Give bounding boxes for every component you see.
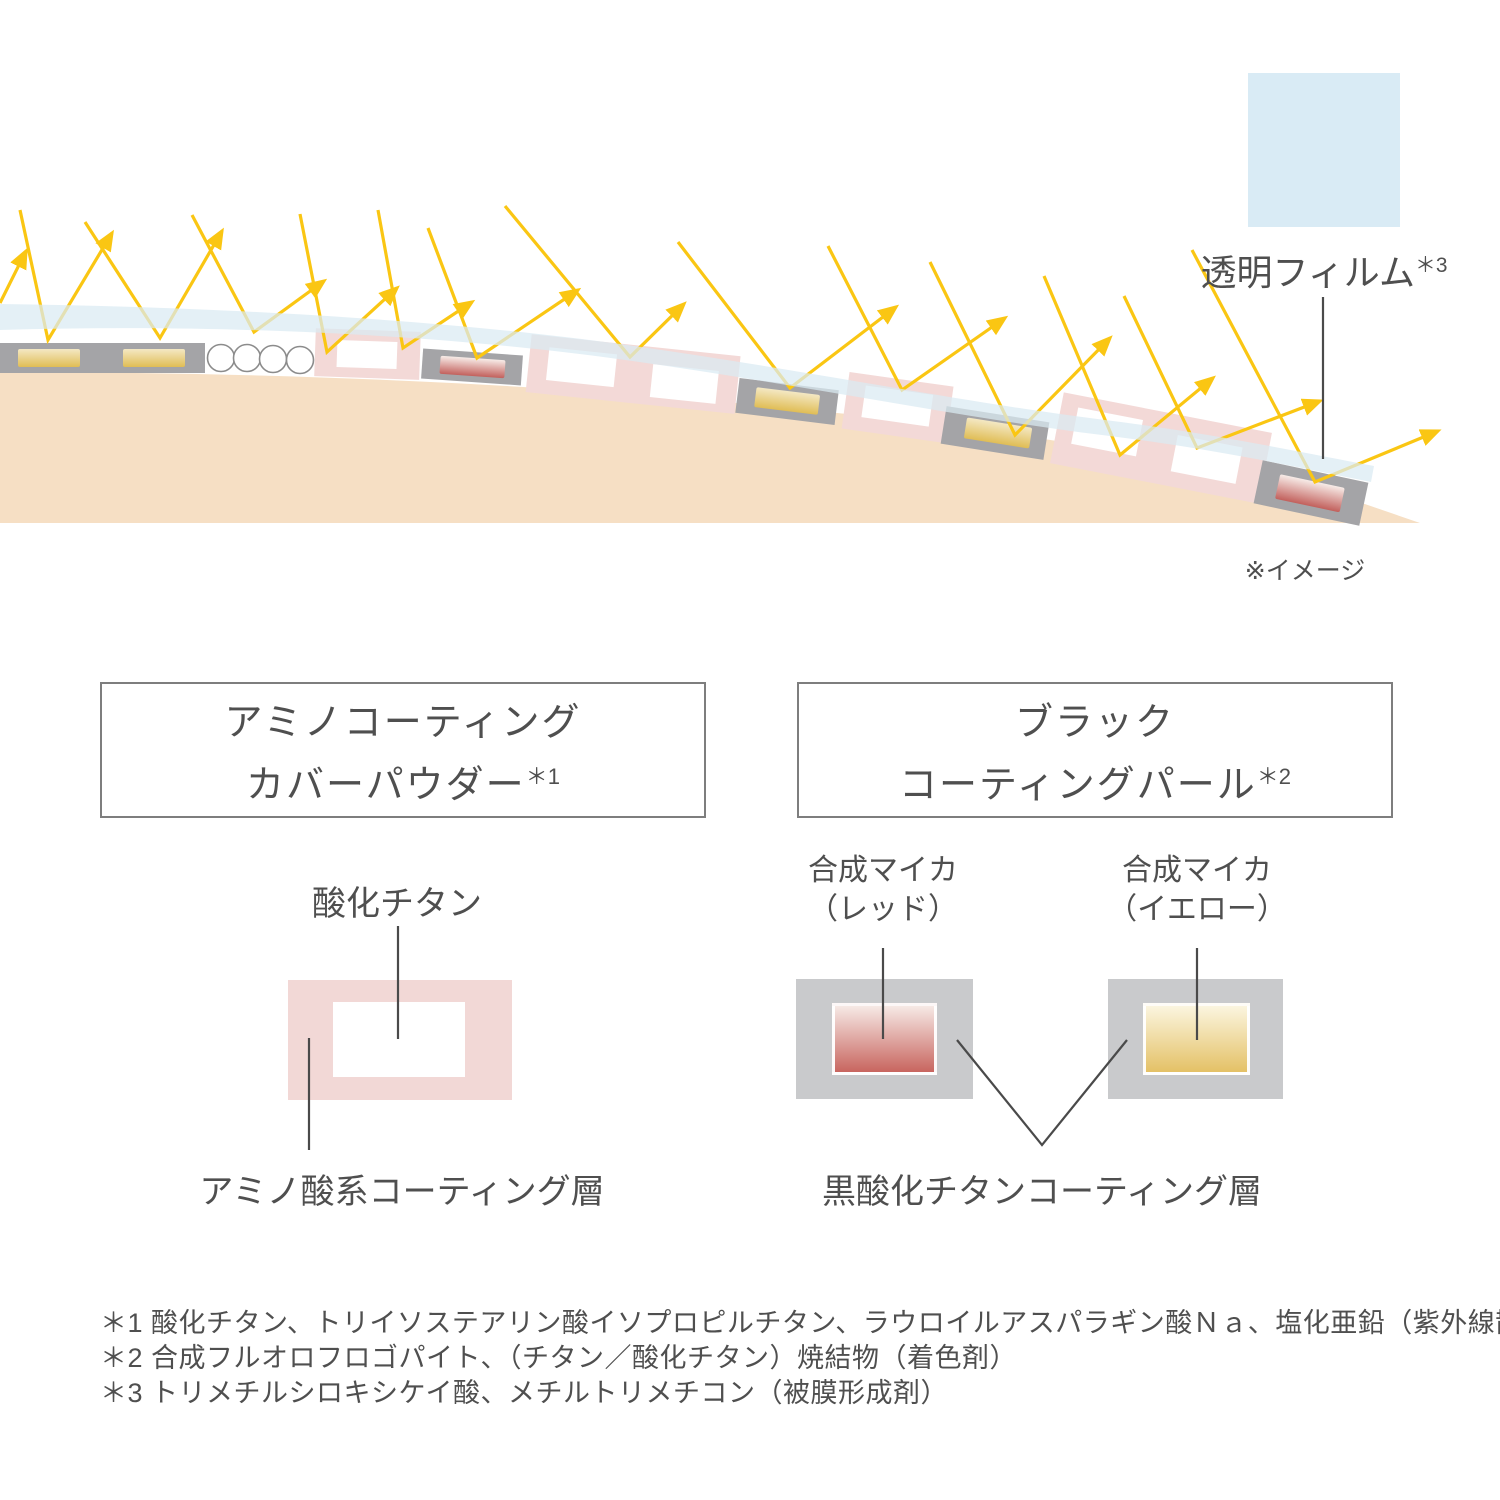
mica-red-line2: （レッド） bbox=[808, 893, 958, 926]
footnotes: ＊1 酸化チタン、トリイソステアリン酸イソプロピルチタン、ラウロイルアスパラギン… bbox=[100, 1306, 1500, 1411]
light-rays bbox=[0, 204, 1442, 485]
titanium-oxide-core bbox=[333, 1002, 465, 1077]
light-ray bbox=[83, 221, 224, 342]
light-ray bbox=[426, 227, 582, 361]
clear-film-layer bbox=[0, 304, 1374, 482]
light-ray bbox=[676, 241, 900, 391]
amino-coating-powder-box: アミノコーティング カバーパウダー＊1 bbox=[100, 682, 706, 818]
black-coating-pointer-lines bbox=[956, 1039, 1128, 1147]
box-right-line2: コーティングパール＊2 bbox=[799, 750, 1391, 813]
footnote-3: ＊3 トリメチルシロキシケイ酸、メチルトリメチコン（被膜形成剤） bbox=[100, 1378, 948, 1408]
skin-light-diagram bbox=[0, 204, 1442, 526]
light-ray bbox=[376, 209, 476, 351]
pearl-bar-particle bbox=[0, 343, 205, 373]
mica-yellow-line1: 合成マイカ bbox=[1122, 854, 1272, 887]
box-right-sup: ＊2 bbox=[1256, 764, 1292, 789]
synthetic-mica-red-label: 合成マイカ （レッド） bbox=[783, 851, 983, 929]
box-left-line2: カバーパウダー＊1 bbox=[102, 750, 704, 813]
mica-red-core bbox=[832, 1003, 937, 1075]
black-pearl-red-diagram bbox=[796, 979, 973, 1099]
clear-film-label-sup: ＊3 bbox=[1415, 254, 1448, 277]
mica-red-line1: 合成マイカ bbox=[808, 854, 958, 887]
light-ray bbox=[190, 214, 328, 335]
box-left-line1: アミノコーティング bbox=[224, 702, 582, 744]
mica-yellow-line2: （イエロー） bbox=[1107, 893, 1287, 926]
footnote-2: ＊2 合成フルオロフロゴパイト、（チタン／酸化チタン）焼結物（着色剤） bbox=[100, 1343, 1017, 1373]
box-right-line1: ブラック bbox=[1014, 702, 1175, 744]
amino-coating-particle-diagram bbox=[288, 980, 512, 1100]
clear-film-label-text: 透明フィルム bbox=[1200, 252, 1416, 293]
amino-acid-coating-label: アミノ酸系コーティング層 bbox=[199, 1173, 605, 1211]
box-left-line2-text: カバーパウダー bbox=[246, 764, 526, 807]
pearl-particle-gold bbox=[735, 378, 839, 425]
light-ray bbox=[298, 213, 400, 356]
clear-film-label: 透明フィルム＊3 bbox=[1174, 244, 1474, 296]
pearl-particle-red bbox=[421, 348, 523, 386]
titanium-oxide-label: 酸化チタン bbox=[312, 885, 482, 923]
light-ray bbox=[1190, 249, 1442, 485]
light-ray bbox=[18, 209, 114, 345]
light-ray bbox=[928, 261, 1113, 438]
box-right-line2-text: コーティングパール bbox=[898, 764, 1257, 807]
footnote-1: ＊1 酸化チタン、トリイソステアリン酸イソプロピルチタン、ラウロイルアスパラギン… bbox=[100, 1308, 1500, 1338]
light-ray bbox=[0, 247, 28, 304]
uncoated-powder-particles bbox=[206, 343, 315, 375]
light-ray bbox=[826, 245, 1009, 393]
synthetic-mica-yellow-label: 合成マイカ （イエロー） bbox=[1097, 851, 1297, 929]
black-pearl-yellow-diagram bbox=[1108, 979, 1283, 1099]
image-disclaimer-note: ※イメージ bbox=[1244, 557, 1366, 585]
skin-shape bbox=[0, 372, 1420, 523]
mica-yellow-core bbox=[1143, 1003, 1250, 1075]
light-ray bbox=[1042, 275, 1216, 458]
pearl-particle-red bbox=[1253, 460, 1369, 526]
box-left-sup: ＊1 bbox=[525, 764, 560, 789]
black-coating-pearl-box: ブラック コーティングパール＊2 bbox=[797, 682, 1393, 818]
black-titanium-coating-label: 黒酸化チタンコーティング層 bbox=[822, 1173, 1262, 1211]
clear-film-swatch bbox=[1248, 73, 1400, 227]
